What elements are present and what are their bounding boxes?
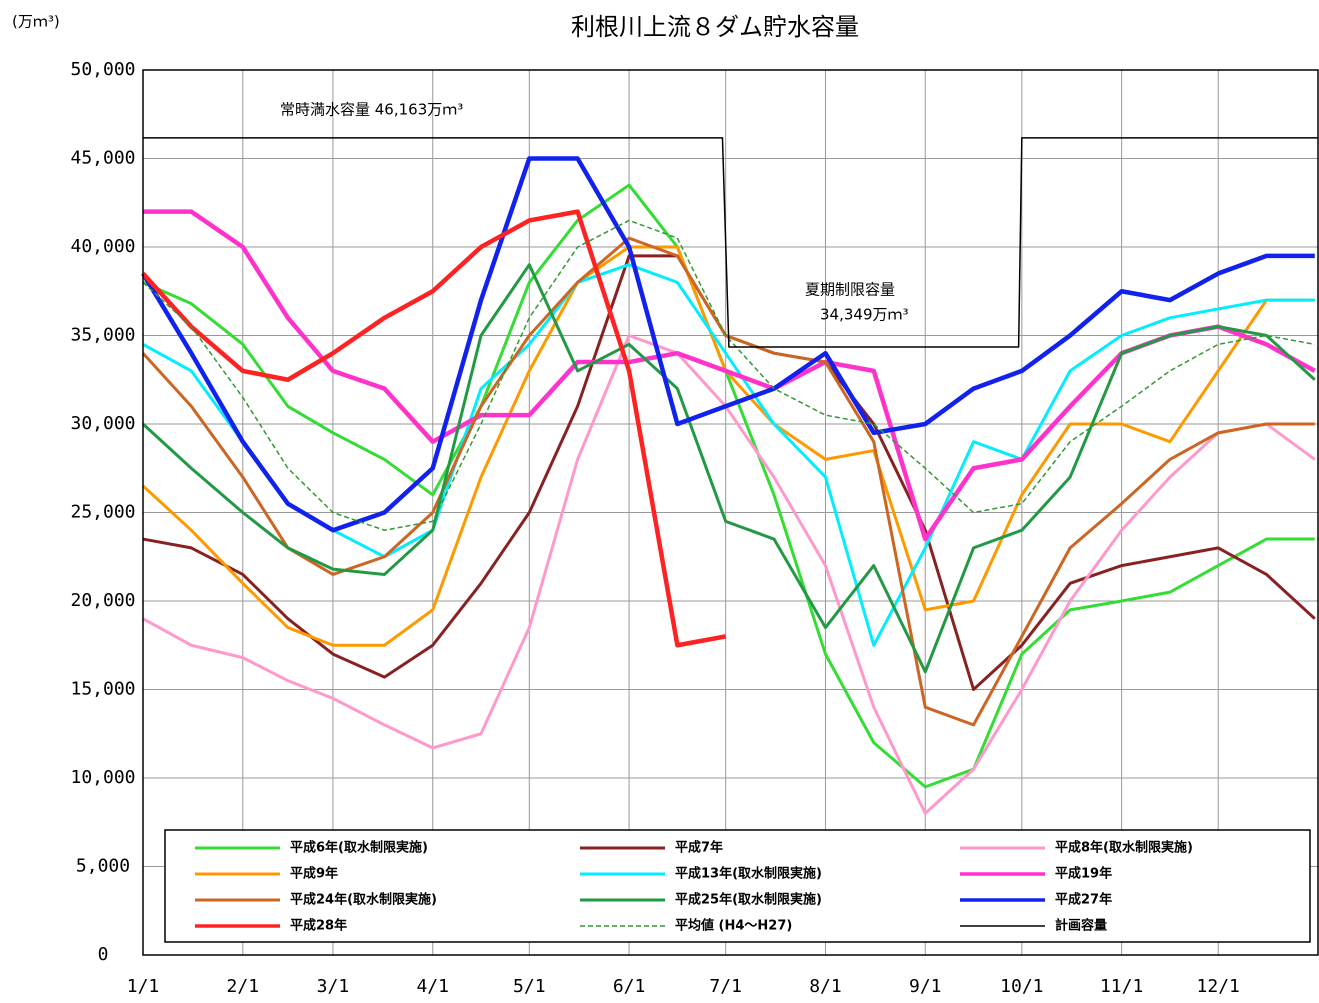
legend-label: 平成7年 [675,840,723,856]
annotation: 夏期制限容量 [805,281,895,299]
legend-box [164,829,1311,943]
legend-label: 平成27年 [1055,892,1112,908]
y-tick-label: 50,000 [70,59,135,80]
plot-frame [142,69,1319,956]
chart-title: 利根川上流８ダム貯水容量 [571,13,859,41]
legend-label: 平成6年(取水制限実施) [290,840,428,856]
series-line [141,263,1316,674]
series-line [142,219,1315,531]
x-tick-label: 3/1 [317,976,350,997]
x-tick-label: 10/1 [1000,976,1043,997]
x-tick-label: 4/1 [416,976,449,997]
x-tick-label: 8/1 [809,976,842,997]
y-tick-label: 20,000 [70,590,135,611]
y-tick-label: 10,000 [70,767,135,788]
legend-label: 平成8年(取水制限実施) [1055,840,1193,856]
x-tick-label: 11/1 [1100,976,1143,997]
series-line [142,263,1315,647]
legend-label: 平成24年(取水制限実施) [290,892,437,908]
legend-label: 平成28年 [290,918,347,934]
legend-label: 平成25年(取水制限実施) [675,892,822,908]
x-tick-label: 5/1 [513,976,546,997]
x-tick-label: 6/1 [613,976,646,997]
legend-label: 計画容量 [1055,918,1107,934]
series-line [141,245,1315,647]
y-tick-label: 15,000 [70,679,135,700]
y-tick-label: 0 [98,944,109,965]
x-tick-label: 12/1 [1197,976,1240,997]
x-tick-label: 9/1 [909,976,942,997]
y-tick-label: 35,000 [70,325,135,346]
series-line [141,156,1315,533]
annotation: 34,349万ｍ³ [820,306,909,324]
x-tick-label: 1/1 [127,976,160,997]
y-tick-label: 40,000 [70,236,135,257]
series-line [141,236,1315,727]
x-tick-label: 7/1 [709,976,742,997]
annotation: 常時満水容量 46,163万ｍ³ [280,101,463,119]
series-line [141,209,727,648]
legend-label: 平成13年(取水制限実施) [675,866,822,882]
y-tick-label: 30,000 [70,413,135,434]
y-tick-label: 5,000 [76,856,130,877]
y-axis-label: (万ｍ³) [12,13,60,31]
legend-label: 平成9年 [290,866,338,882]
y-tick-label: 45,000 [70,148,135,169]
legend-label: 平成19年 [1055,866,1112,882]
series-line [142,254,1316,691]
x-tick-label: 2/1 [227,976,260,997]
series-line [143,137,1318,348]
legend-label: 平均値 (H4～H27) [675,918,792,934]
y-tick-label: 25,000 [70,502,135,523]
